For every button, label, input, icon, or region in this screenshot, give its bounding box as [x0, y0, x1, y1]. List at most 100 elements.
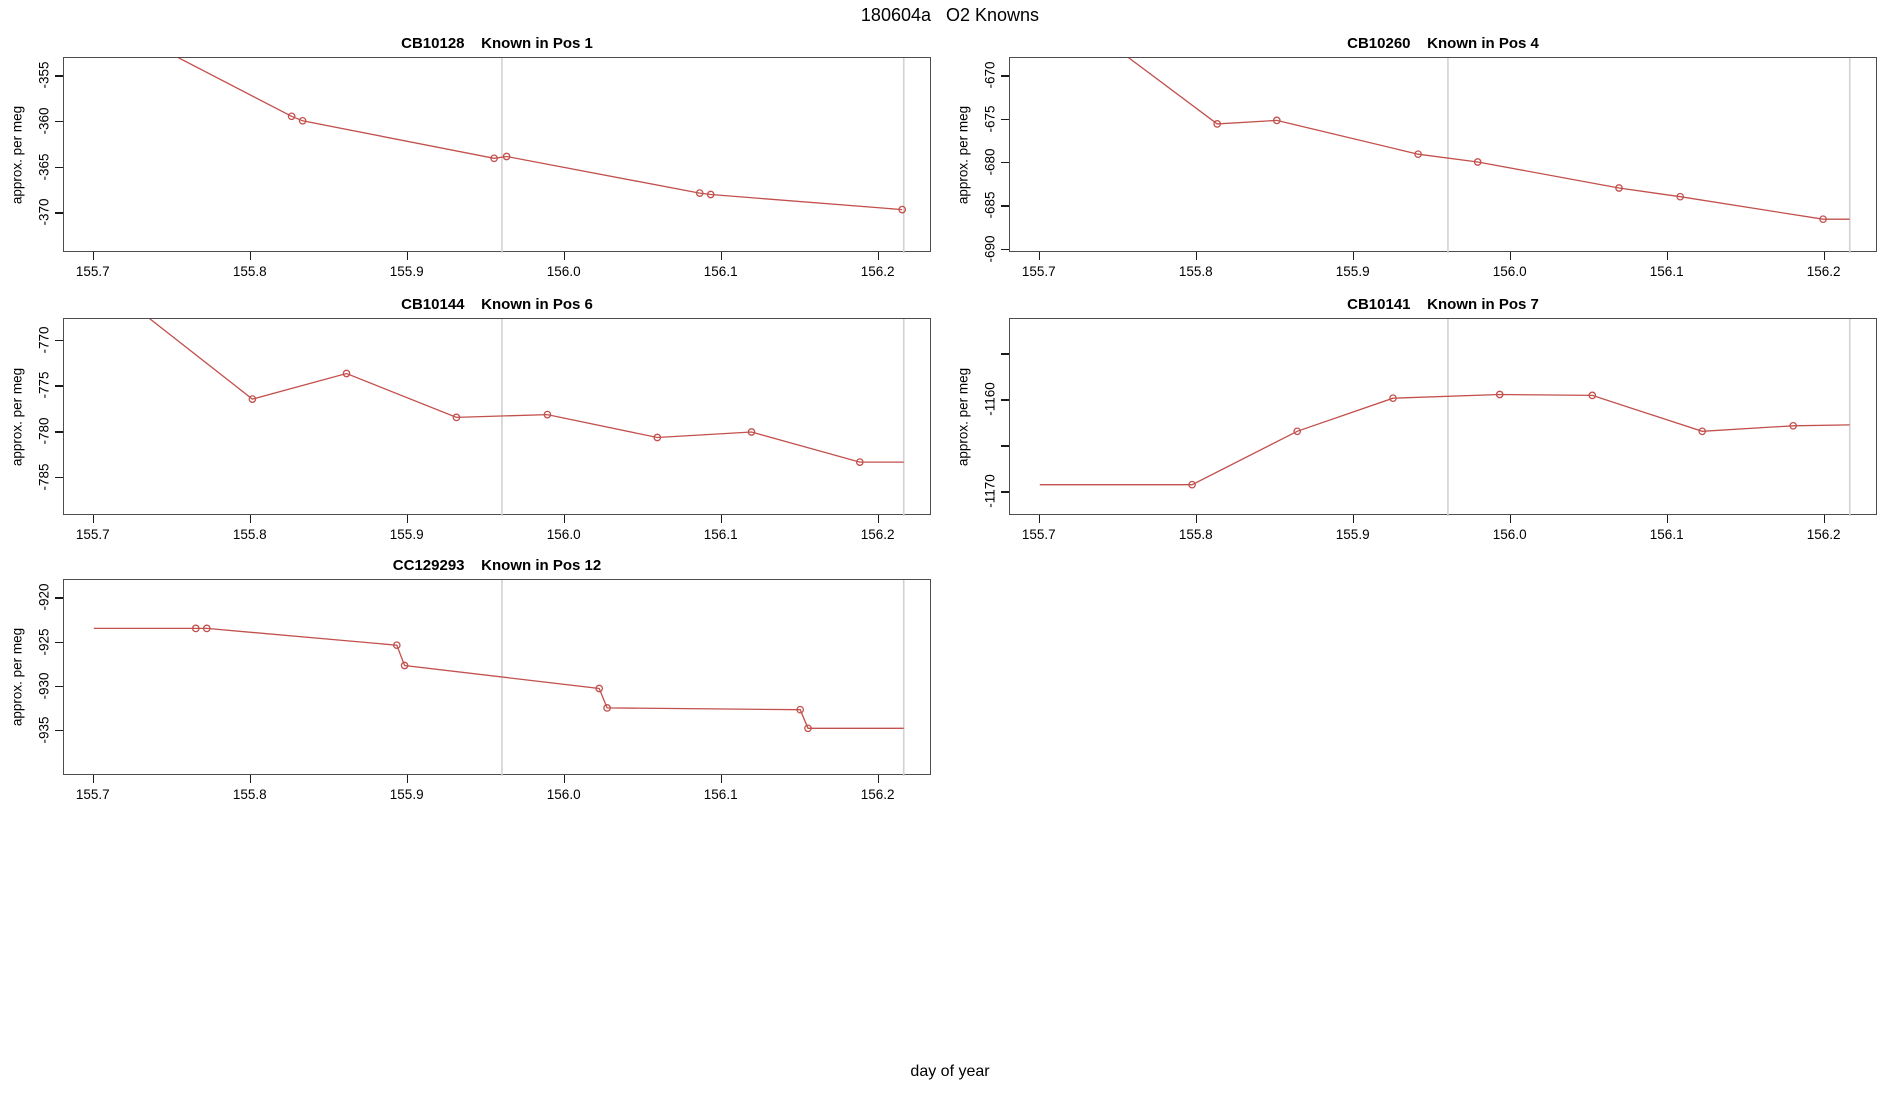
x-tick-mark	[563, 775, 566, 783]
x-axis-title: day of year	[910, 1063, 990, 1080]
data-point-marker	[502, 152, 511, 161]
x-tick-mark	[1666, 252, 1669, 260]
x-tick-mark	[1509, 252, 1512, 260]
data-point-marker	[248, 395, 257, 403]
x-tick-mark	[877, 515, 880, 523]
data-point-marker	[1698, 427, 1707, 436]
y-tick-mark	[1001, 75, 1009, 77]
y-tick-mark	[1001, 399, 1009, 401]
y-tick-label: -690	[982, 234, 998, 263]
x-tick-mark	[92, 515, 95, 523]
x-tick-mark	[877, 775, 880, 783]
x-tick-label: 156.1	[1649, 264, 1684, 279]
y-tick-mark	[55, 212, 63, 214]
plot-area-cc129293	[93, 580, 905, 776]
data-point-marker	[400, 661, 409, 670]
x-tick-mark	[563, 252, 566, 260]
x-tick-mark	[92, 252, 95, 260]
y-tick-mark	[55, 641, 63, 643]
data-point-marker	[287, 112, 296, 121]
subplot-title-cb10141: CB10141 Known in Pos 7	[1347, 296, 1539, 313]
x-tick-mark	[1195, 252, 1198, 260]
x-tick-mark	[1352, 252, 1355, 260]
x-tick-label: 156.2	[860, 527, 895, 542]
data-point-marker	[452, 413, 461, 422]
y-tick-mark	[55, 166, 63, 168]
y-tick-mark	[55, 685, 63, 688]
y-tick-label: -360	[36, 107, 52, 135]
x-tick-mark	[1666, 515, 1669, 523]
y-tick-mark	[55, 339, 63, 342]
subplot-title-cc129293: CC129293 Known in Pos 12	[392, 557, 602, 574]
y-tick-mark	[1001, 161, 1009, 164]
x-tick-label: 155.8	[1178, 527, 1213, 542]
y-tick-label: -355	[36, 61, 52, 89]
x-tick-label: 155.7	[1021, 264, 1056, 279]
y-tick-mark	[55, 729, 63, 732]
subplot-cb10128	[63, 57, 931, 253]
x-tick-label: 156.2	[1806, 527, 1841, 542]
subplot-title-cb10260: CB10260 Known in Pos 4	[1347, 35, 1539, 52]
data-point-marker	[1473, 158, 1482, 166]
plot-area-cb10141	[1039, 319, 1851, 516]
y-tick-label: -920	[36, 583, 52, 611]
y-tick-mark	[55, 597, 63, 599]
data-point-marker	[855, 458, 864, 466]
x-tick-label: 156.2	[860, 787, 895, 802]
y-tick-mark	[1001, 353, 1009, 355]
subplot-cc129293	[63, 579, 931, 776]
y-axis-title: approx. per meg	[9, 367, 25, 466]
data-point-marker	[1188, 480, 1196, 489]
plot-area-cb10260	[1127, 58, 1851, 253]
x-tick-label: 155.7	[75, 264, 110, 279]
subplot-title-cb10144: CB10144 Known in Pos 6	[401, 296, 593, 313]
y-tick-mark	[55, 75, 63, 77]
plot-area-cb10128	[177, 58, 907, 253]
data-point-marker	[298, 116, 307, 125]
data-point-marker	[1819, 215, 1827, 224]
data-point-marker	[603, 704, 611, 712]
x-tick-label: 155.7	[75, 787, 110, 802]
data-point-marker	[1414, 150, 1422, 159]
y-tick-label: -365	[36, 152, 52, 181]
x-tick-label: 155.8	[1178, 264, 1213, 279]
series-line	[177, 58, 903, 211]
subplot-cb10144	[63, 318, 931, 516]
subplot-cb10141	[1009, 318, 1877, 516]
y-tick-label: -930	[36, 672, 52, 700]
series-line	[149, 319, 904, 463]
data-point-marker	[695, 189, 704, 197]
x-tick-mark	[406, 252, 409, 260]
data-point-marker	[1615, 184, 1623, 192]
data-point-marker	[191, 624, 200, 633]
y-tick-label: -675	[982, 104, 998, 133]
data-point-marker	[1789, 421, 1798, 430]
x-tick-mark	[720, 775, 723, 783]
data-point-marker	[1495, 390, 1504, 399]
data-point-marker	[342, 369, 351, 378]
data-point-marker	[1588, 391, 1597, 400]
x-tick-mark	[92, 775, 95, 783]
x-tick-label: 155.9	[389, 264, 424, 279]
y-tick-label: -1160	[982, 382, 998, 416]
y-tick-mark	[55, 476, 63, 479]
x-tick-label: 156.1	[703, 527, 738, 542]
series-line	[1039, 393, 1850, 486]
data-point-marker	[747, 428, 756, 436]
y-tick-label: -680	[982, 148, 998, 176]
x-tick-mark	[720, 515, 723, 523]
y-tick-label: -685	[982, 191, 998, 219]
x-tick-label: 156.1	[703, 787, 738, 802]
x-tick-mark	[406, 775, 409, 783]
data-point-marker	[595, 684, 604, 693]
x-tick-label: 155.8	[232, 264, 267, 279]
x-tick-label: 155.9	[1335, 264, 1370, 279]
data-point-marker	[1293, 427, 1302, 436]
x-tick-mark	[720, 252, 723, 260]
y-tick-label: -670	[982, 61, 998, 89]
y-axis-title: approx. per meg	[9, 105, 25, 204]
x-tick-mark	[1509, 515, 1512, 523]
y-tick-label: -935	[36, 716, 52, 744]
data-point-marker	[1676, 192, 1685, 201]
y-axis-title: approx. per meg	[9, 627, 25, 727]
